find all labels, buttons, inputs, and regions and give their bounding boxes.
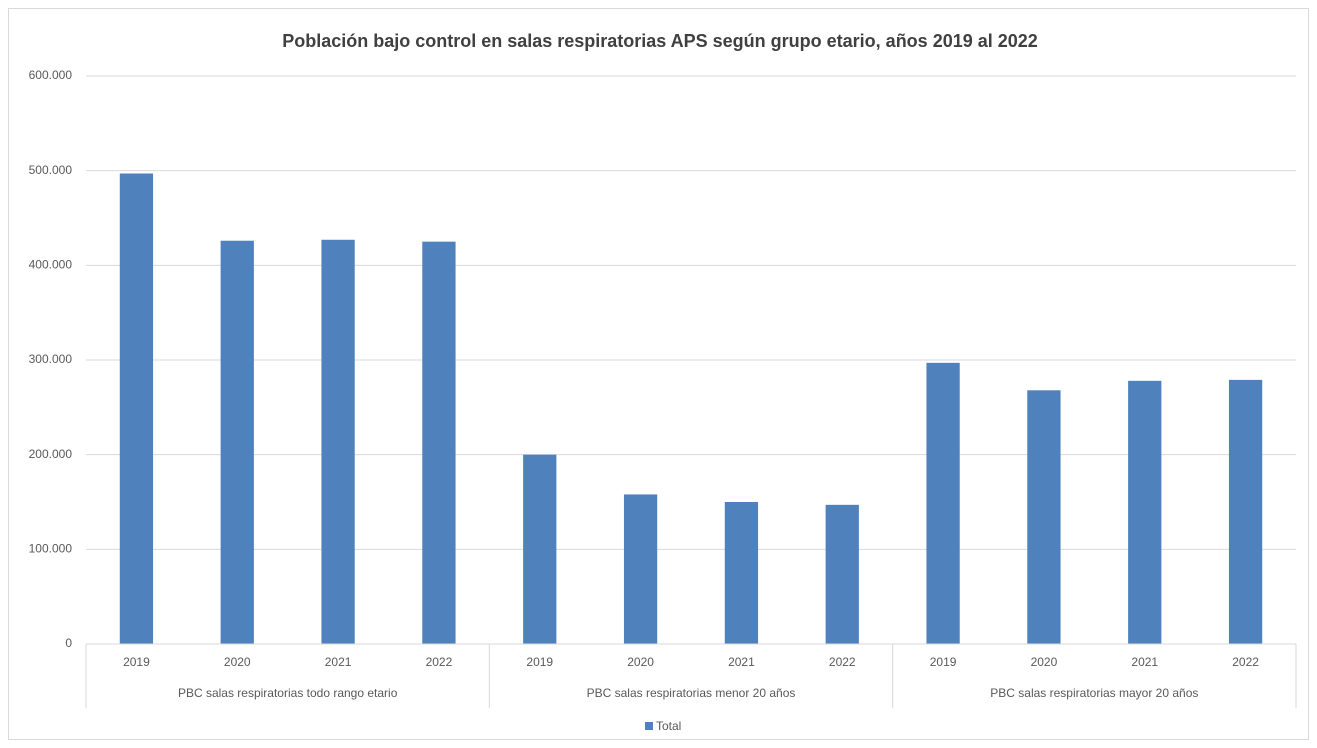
y-tick-label: 300.000 [29, 352, 73, 366]
bar [523, 454, 557, 644]
x-tick-label: 2019 [123, 655, 150, 669]
bar [119, 173, 154, 645]
x-tick-label: 2022 [829, 655, 856, 669]
bar [825, 504, 859, 644]
bar [1128, 380, 1162, 644]
legend-swatch [645, 722, 653, 730]
chart-title: Población bajo control en salas respirat… [282, 31, 1038, 51]
group-label: PBC salas respiratorias todo rango etari… [178, 686, 398, 700]
bar [724, 502, 759, 644]
y-tick-label: 600.000 [29, 68, 73, 82]
group-label: PBC salas respiratorias mayor 20 años [990, 686, 1198, 700]
chart-border [8, 8, 1309, 740]
group-label: PBC salas respiratorias menor 20 años [587, 686, 796, 700]
bar [1027, 390, 1061, 644]
x-tick-label: 2020 [1031, 655, 1058, 669]
x-tick-label: 2019 [526, 655, 553, 669]
x-tick-label: 2019 [930, 655, 957, 669]
x-tick-label: 2021 [1131, 655, 1158, 669]
x-tick-label: 2022 [426, 655, 453, 669]
bar [1228, 379, 1263, 644]
y-tick-label: 500.000 [29, 163, 73, 177]
y-tick-label: 200.000 [29, 447, 73, 461]
y-tick-label: 100.000 [29, 542, 73, 556]
bar [623, 494, 658, 644]
y-tick-label: 400.000 [29, 258, 73, 272]
x-tick-label: 2021 [325, 655, 352, 669]
bar [926, 362, 960, 644]
legend-label: Total [656, 719, 681, 733]
bar [220, 240, 254, 644]
x-tick-label: 2021 [728, 655, 755, 669]
x-tick-label: 2020 [627, 655, 654, 669]
x-tick-label: 2022 [1232, 655, 1259, 669]
bar [321, 239, 355, 645]
x-tick-label: 2020 [224, 655, 251, 669]
y-tick-label: 0 [65, 636, 72, 650]
bar [422, 241, 456, 644]
